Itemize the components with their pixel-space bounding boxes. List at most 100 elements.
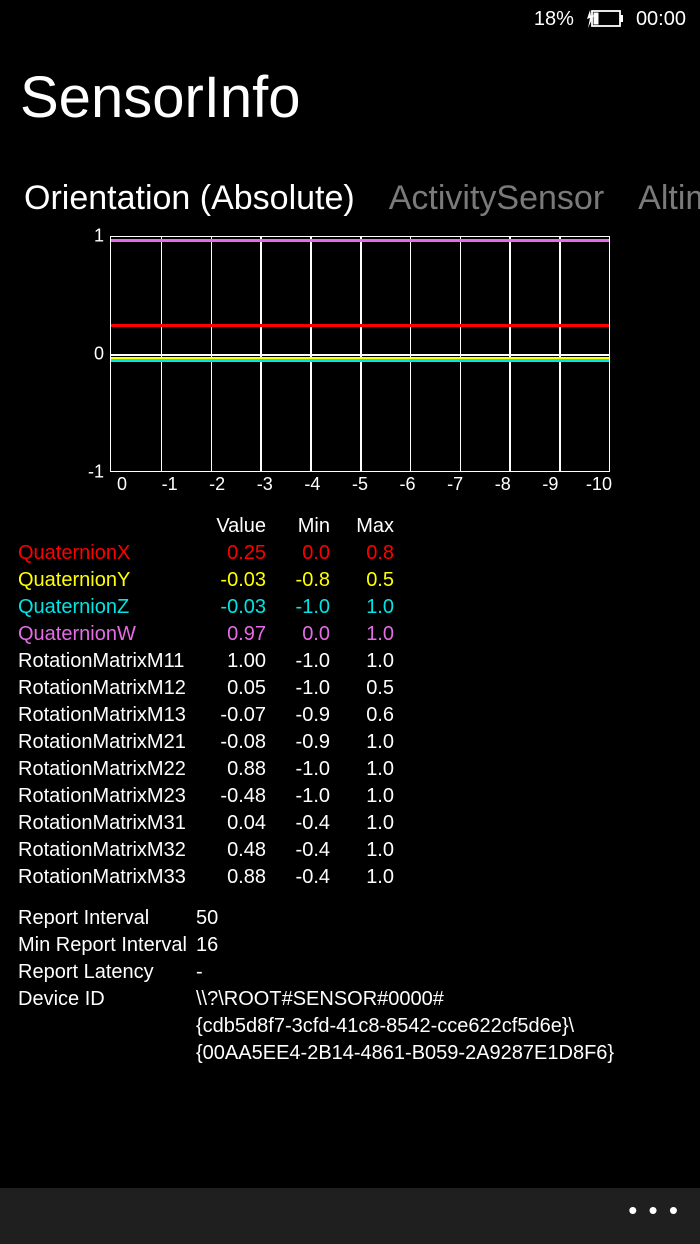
row-min: -1.0	[266, 594, 330, 621]
meta-report-interval: Report Interval 50	[18, 905, 700, 932]
table-row: RotationMatrixM330.88-0.41.0	[18, 864, 700, 891]
row-max: 1.0	[330, 864, 394, 891]
sensor-meta: Report Interval 50 Min Report Interval 1…	[0, 891, 700, 1067]
clock: 00:00	[636, 8, 686, 31]
row-min: -1.0	[266, 783, 330, 810]
row-min: -1.0	[266, 675, 330, 702]
row-min: 0.0	[266, 540, 330, 567]
row-max: 0.6	[330, 702, 394, 729]
table-row: QuaternionY-0.03-0.80.5	[18, 567, 700, 594]
xtick-label: -7	[443, 474, 467, 495]
row-name: RotationMatrixM23	[18, 783, 192, 810]
gridline	[559, 237, 561, 471]
row-name: RotationMatrixM11	[18, 648, 192, 675]
row-value: 0.88	[192, 756, 266, 783]
series-quaternionx	[111, 324, 609, 327]
xtick-label: -5	[348, 474, 372, 495]
table-row: RotationMatrixM310.04-0.41.0	[18, 810, 700, 837]
status-bar: 18% 00:00	[0, 0, 700, 34]
table-row: QuaternionX0.250.00.8	[18, 540, 700, 567]
row-min: -0.4	[266, 837, 330, 864]
xtick-label: -10	[586, 474, 610, 495]
row-max: 1.0	[330, 594, 394, 621]
xtick-label: -2	[205, 474, 229, 495]
col-min: Min	[266, 513, 330, 540]
ytick-label: 0	[70, 344, 104, 365]
meta-min-report-interval: Min Report Interval 16	[18, 932, 700, 959]
row-max: 1.0	[330, 729, 394, 756]
row-max: 0.5	[330, 675, 394, 702]
row-min: -0.4	[266, 864, 330, 891]
more-icon[interactable]: • • •	[628, 1205, 680, 1227]
row-min: -1.0	[266, 648, 330, 675]
row-min: -0.9	[266, 702, 330, 729]
battery-charging-icon	[586, 9, 624, 29]
row-max: 1.0	[330, 648, 394, 675]
row-name: RotationMatrixM31	[18, 810, 192, 837]
app-bar[interactable]: • • •	[0, 1188, 700, 1244]
row-name: QuaternionW	[18, 621, 192, 648]
series-quaternionw	[111, 239, 609, 242]
col-max: Max	[330, 513, 394, 540]
row-value: 0.25	[192, 540, 266, 567]
chart-grid	[110, 236, 610, 472]
row-max: 1.0	[330, 756, 394, 783]
table-row: RotationMatrixM220.88-1.01.0	[18, 756, 700, 783]
gridline	[360, 237, 362, 471]
row-value: 0.97	[192, 621, 266, 648]
row-value: -0.03	[192, 594, 266, 621]
xtick-label: -6	[396, 474, 420, 495]
row-max: 1.0	[330, 810, 394, 837]
gridline	[460, 237, 462, 471]
row-name: RotationMatrixM21	[18, 729, 192, 756]
row-max: 1.0	[330, 621, 394, 648]
row-value: 0.48	[192, 837, 266, 864]
sensor-table: Value Min Max QuaternionX0.250.00.8Quate…	[0, 495, 700, 891]
xtick-label: -3	[253, 474, 277, 495]
row-name: QuaternionX	[18, 540, 192, 567]
table-row: RotationMatrixM23-0.48-1.01.0	[18, 783, 700, 810]
xtick-label: -9	[538, 474, 562, 495]
gridline	[410, 237, 412, 471]
app-title: SensorInfo	[0, 34, 700, 131]
row-name: RotationMatrixM22	[18, 756, 192, 783]
tab-activity-sensor[interactable]: ActivitySensor	[389, 179, 604, 218]
row-min: -0.4	[266, 810, 330, 837]
row-name: RotationMatrixM33	[18, 864, 192, 891]
table-row: QuaternionW0.970.01.0	[18, 621, 700, 648]
row-value: -0.03	[192, 567, 266, 594]
table-row: RotationMatrixM120.05-1.00.5	[18, 675, 700, 702]
tab-altimeter[interactable]: Altim	[638, 179, 700, 218]
row-min: 0.0	[266, 621, 330, 648]
table-row: RotationMatrixM21-0.08-0.91.0	[18, 729, 700, 756]
meta-report-latency: Report Latency -	[18, 959, 700, 986]
xtick-label: 0	[110, 474, 134, 495]
table-row: QuaternionZ-0.03-1.01.0	[18, 594, 700, 621]
gridline	[509, 237, 511, 471]
row-min: -0.8	[266, 567, 330, 594]
row-name: QuaternionY	[18, 567, 192, 594]
table-row: RotationMatrixM13-0.07-0.90.6	[18, 702, 700, 729]
gridline	[260, 237, 262, 471]
table-row: RotationMatrixM320.48-0.41.0	[18, 837, 700, 864]
sensor-chart: 1 0 -1 0-1-2-3-4-5-6-7-8-9-10	[70, 236, 630, 495]
row-value: 0.04	[192, 810, 266, 837]
row-name: RotationMatrixM12	[18, 675, 192, 702]
row-min: -0.9	[266, 729, 330, 756]
gridline	[310, 237, 312, 471]
row-max: 0.5	[330, 567, 394, 594]
xtick-label: -8	[491, 474, 515, 495]
tab-orientation-absolute[interactable]: Orientation (Absolute)	[24, 179, 355, 218]
table-header: Value Min Max	[18, 513, 700, 540]
gridline	[161, 237, 163, 471]
pivot-tabs[interactable]: Orientation (Absolute) ActivitySensor Al…	[0, 131, 700, 218]
row-name: RotationMatrixM13	[18, 702, 192, 729]
row-value: 1.00	[192, 648, 266, 675]
battery-percent: 18%	[534, 8, 574, 31]
row-value: 0.05	[192, 675, 266, 702]
series-quaternionz	[111, 359, 609, 362]
row-name: QuaternionZ	[18, 594, 192, 621]
col-value: Value	[192, 513, 266, 540]
row-name: RotationMatrixM32	[18, 837, 192, 864]
row-min: -1.0	[266, 756, 330, 783]
